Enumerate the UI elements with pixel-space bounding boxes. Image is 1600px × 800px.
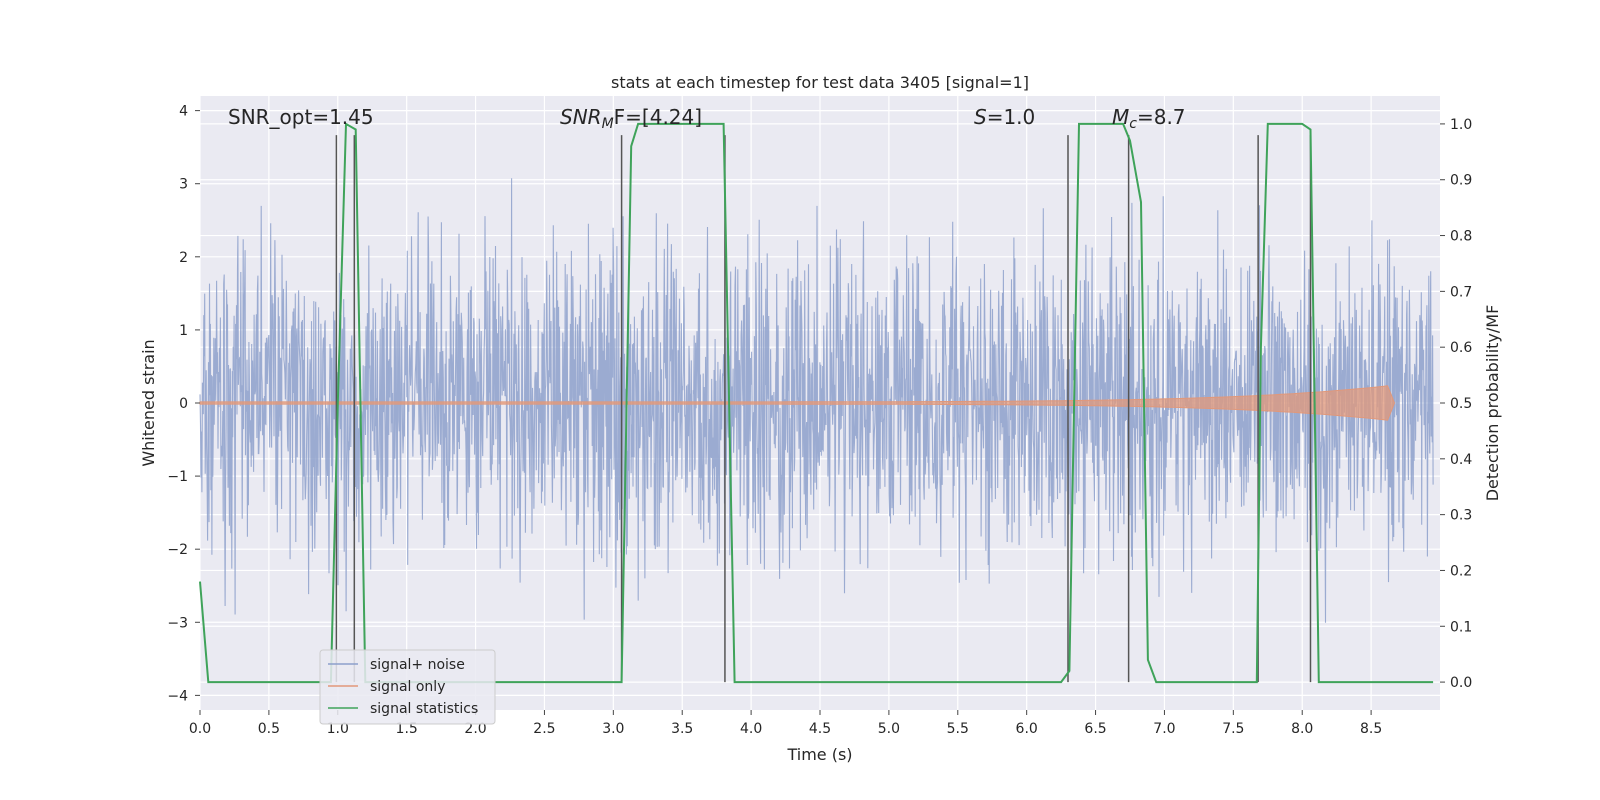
legend-entry-signal: signal only xyxy=(370,679,445,695)
x-tick-label: 3.5 xyxy=(671,721,693,737)
y-right-tick-label: 0.4 xyxy=(1450,452,1472,468)
noise-trace xyxy=(199,178,1434,623)
x-tick-label: 8.5 xyxy=(1360,721,1382,737)
x-tick-label: 8.0 xyxy=(1291,721,1313,737)
y-right-tick-label: 0.9 xyxy=(1450,173,1472,189)
x-tick-label: 1.0 xyxy=(327,721,349,737)
annotation-mc: Mc=8.7 xyxy=(1112,105,1186,132)
chart-title: stats at each timestep for test data 340… xyxy=(611,73,1029,92)
x-tick-label: 7.0 xyxy=(1153,721,1175,737)
x-tick-label: 6.5 xyxy=(1084,721,1106,737)
x-tick-label: 5.5 xyxy=(947,721,969,737)
legend: signal+ noise signal only signal statist… xyxy=(319,649,496,725)
y-tick-label: −3 xyxy=(167,615,188,631)
y-axis-right-label: Detection probability/MF xyxy=(1483,305,1502,502)
x-tick-label: 3.0 xyxy=(602,721,624,737)
y-right-tick-label: 0.0 xyxy=(1450,675,1472,691)
stats-line xyxy=(199,122,1434,684)
x-tick-label: 6.0 xyxy=(1016,721,1038,737)
axis-ticks: 0.0 0.5 1.0 1.5 2.0 2.5 3.0 3.5 4.0 4.5 5.0 5.5 6.0 6… xyxy=(167,104,1472,737)
signal-noise-series xyxy=(199,178,1434,623)
y-axis-label: Whitened strain xyxy=(139,339,158,466)
y-tick-label: 4 xyxy=(179,104,188,120)
legend-box xyxy=(319,649,496,725)
x-tick-label: 0.5 xyxy=(258,721,280,737)
y-right-tick-label: 0.7 xyxy=(1450,284,1472,300)
x-tick-label: 0.0 xyxy=(189,721,211,737)
x-tick-label: 4.5 xyxy=(809,721,831,737)
signal-band xyxy=(199,385,1396,421)
y-right-tick-label: 1.0 xyxy=(1450,117,1472,133)
signal-only-series xyxy=(199,385,1396,421)
y-tick-label: 3 xyxy=(179,177,188,193)
x-tick-label: 5.0 xyxy=(878,721,900,737)
x-tick-label: 2.5 xyxy=(533,721,555,737)
y-tick-label: −4 xyxy=(167,688,188,704)
x-tick-label: 1.5 xyxy=(396,721,418,737)
y-tick-label: 0 xyxy=(179,396,188,412)
y-tick-label: 1 xyxy=(179,323,188,339)
annotation-s: S=1.0 xyxy=(974,105,1035,129)
y-right-tick-label: 0.2 xyxy=(1450,563,1472,579)
y-right-tick-label: 0.1 xyxy=(1450,619,1472,635)
y-right-tick-label: 0.3 xyxy=(1450,508,1472,524)
y-tick-label: 2 xyxy=(179,250,188,266)
y-tick-label: −1 xyxy=(167,469,188,485)
annotation-snr-mf: SNRMF=[4.24] xyxy=(560,105,702,132)
y-right-tick-label: 0.8 xyxy=(1450,229,1472,245)
x-tick-label: 7.5 xyxy=(1222,721,1244,737)
x-tick-label: 4.0 xyxy=(740,721,762,737)
annotation-snr-opt: SNR_opt=1.45 xyxy=(228,105,374,129)
signal-statistics-series xyxy=(199,122,1434,684)
x-axis-label: Time (s) xyxy=(786,745,852,764)
y-tick-label: −2 xyxy=(167,542,188,558)
x-tick-label: 2.0 xyxy=(464,721,486,737)
legend-entry-stats: signal statistics xyxy=(370,701,478,717)
legend-entry-noise: signal+ noise xyxy=(370,657,465,673)
y-right-tick-label: 0.5 xyxy=(1450,396,1472,412)
y-right-tick-label: 0.6 xyxy=(1450,340,1472,356)
